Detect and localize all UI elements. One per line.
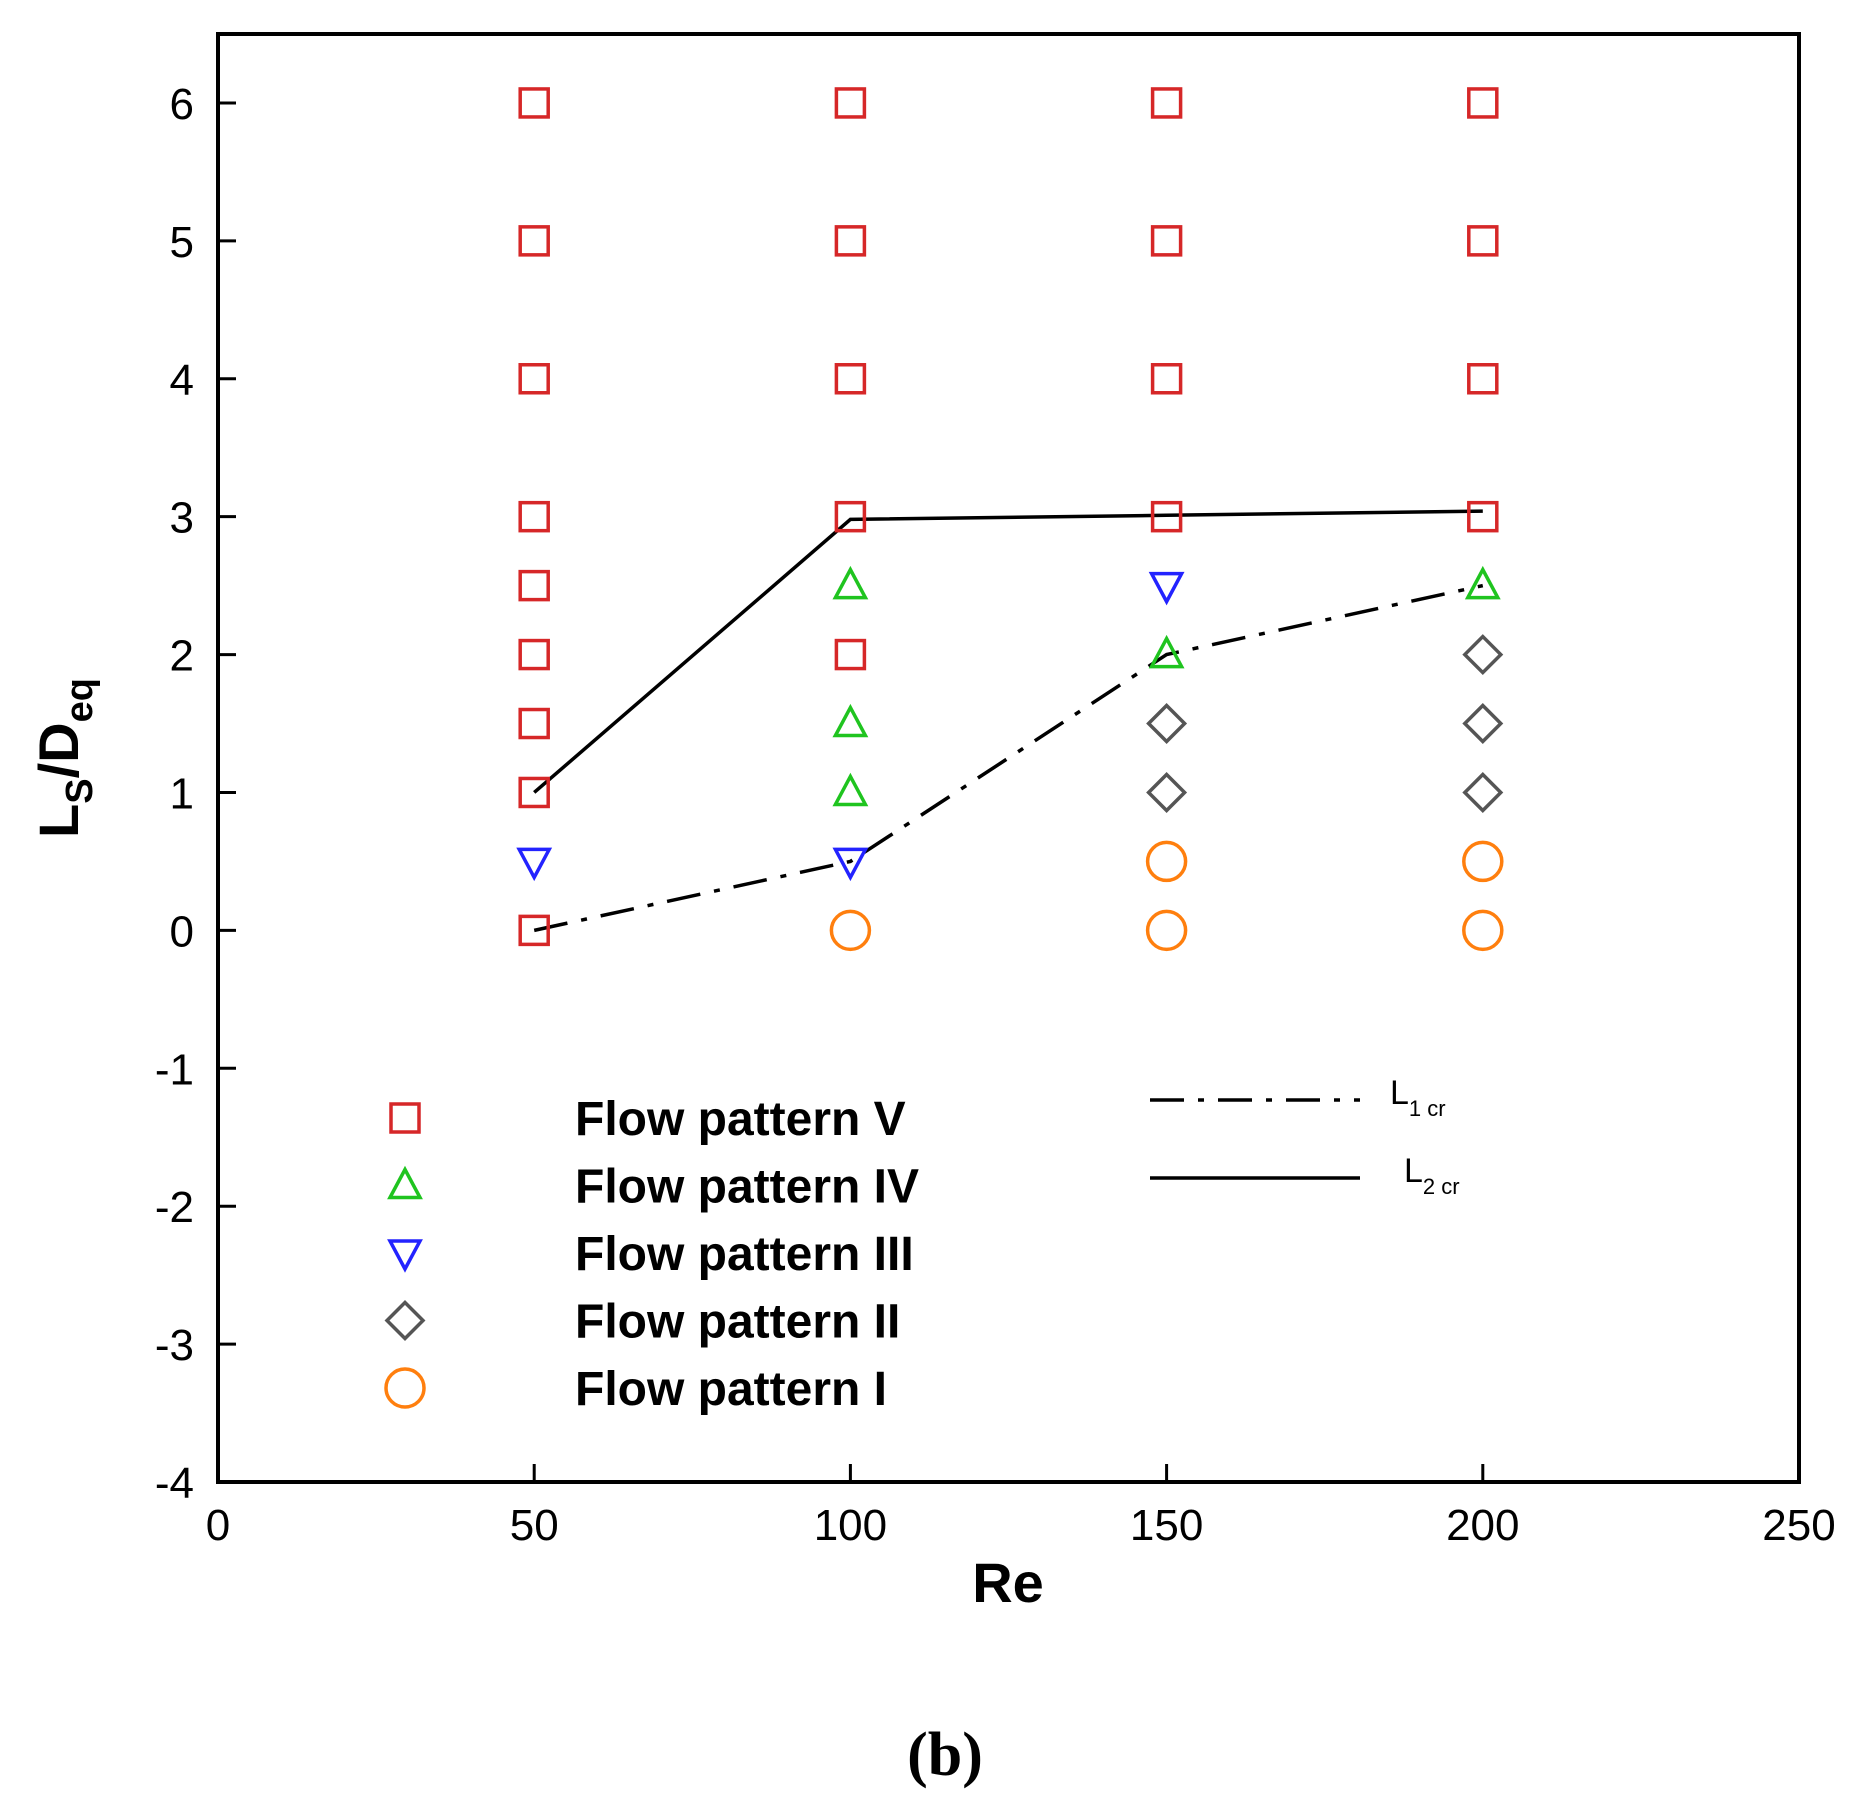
y-axis-title-sub2: eq [59,678,101,722]
data-point-flow-pattern-i [829,909,872,952]
y-axis-title-sub1: S [59,778,101,803]
data-point-flow-pattern-v [1467,225,1499,257]
legend-label-flow-pattern-iv: Flow pattern IV [575,1161,919,1214]
data-point-flow-pattern-v [518,638,550,671]
x-axis-title: Re [972,1551,1044,1614]
x-axis: 0 50 100 150 200 250 [206,1464,1836,1550]
series-line-l1-cr [533,583,1484,933]
legend-label-flow-pattern-v: Flow pattern V [575,1093,906,1146]
y-tick-label: 4 [170,356,194,405]
data-point-flow-pattern-i [1462,909,1504,952]
data-point-flow-pattern-ii [1462,772,1504,813]
x-tick-label: 0 [206,1501,230,1550]
data-point-flow-pattern-v [1150,500,1183,533]
data-point-flow-pattern-v [834,225,867,257]
legend-label-subscript: 2 cr [1423,1174,1460,1199]
data-markers [516,87,1504,952]
x-tick-label: 50 [510,1501,559,1550]
data-point-flow-pattern-v [518,500,550,533]
data-point-flow-pattern-iv [832,565,869,600]
y-axis: -4 -3 -2 -1 0 1 2 3 4 5 6 [155,80,236,1508]
threshold-lines [533,509,1484,933]
data-point-flow-pattern-v [518,87,550,119]
y-axis-title-mid: /D [27,722,90,778]
figure-caption: (b) [907,1721,983,1789]
y-tick-label: -4 [155,1459,194,1508]
data-point-flow-pattern-iv [832,703,869,738]
y-tick-label: -1 [155,1045,194,1094]
data-point-flow-pattern-v [1467,87,1499,119]
y-axis-title-base: L [27,804,90,838]
x-tick-label: 200 [1446,1501,1519,1550]
data-point-flow-pattern-v [834,363,867,395]
data-point-flow-pattern-iii [516,847,553,882]
x-tick-label: 150 [1130,1501,1203,1550]
y-tick-label: -3 [155,1321,194,1370]
data-point-flow-pattern-ii [1462,703,1504,744]
y-tick-label: 2 [170,632,194,681]
data-point-flow-pattern-v [834,87,867,119]
legend-marker-flow-pattern-ii [384,1300,426,1341]
y-tick-label: 5 [170,218,194,267]
data-point-flow-pattern-v [518,914,550,947]
data-point-flow-pattern-i [1462,840,1504,883]
y-tick-label: 1 [170,769,194,818]
legend-label-base: L [1404,1152,1423,1190]
legend-label-base: L [1390,1074,1409,1112]
data-point-flow-pattern-v [518,225,550,257]
data-point-flow-pattern-i [1145,840,1188,883]
data-point-flow-pattern-iii [1148,571,1185,606]
data-point-flow-pattern-v [518,569,550,602]
x-tick-label: 100 [814,1501,887,1550]
legend-label-l2-cr: L2 cr [1404,1152,1460,1199]
data-point-flow-pattern-ii [1146,772,1188,813]
legend-marker-flow-pattern-iii [387,1239,423,1273]
data-point-flow-pattern-iv [1148,634,1185,669]
data-point-flow-pattern-v [834,500,867,533]
data-point-flow-pattern-v [834,638,867,671]
series-line-l2-cr [533,509,1483,794]
plot-frame [216,32,1801,1484]
legend-marker-flow-pattern-iv [387,1165,423,1200]
data-point-flow-pattern-ii [1462,634,1504,676]
legend-marker-flow-pattern-i [384,1367,426,1409]
y-tick-label: 3 [170,494,194,543]
data-point-flow-pattern-ii [1146,703,1188,744]
x-tick-label: 250 [1762,1501,1835,1550]
y-tick-label: -2 [155,1183,194,1232]
data-point-flow-pattern-v [518,363,550,395]
data-point-flow-pattern-iii [832,847,869,882]
legend-label-l1-cr: L1 cr [1390,1074,1446,1121]
y-tick-label: 6 [170,80,194,129]
data-point-flow-pattern-v [1150,225,1183,257]
legend-label-flow-pattern-ii: Flow pattern II [575,1296,900,1349]
data-point-flow-pattern-v [1467,363,1499,395]
legend: Flow pattern V Flow pattern IV Flow patter… [384,1093,919,1416]
y-axis-title: LS/Deq [27,678,101,838]
data-point-flow-pattern-iv [832,772,869,807]
legend-label-subscript: 1 cr [1409,1096,1446,1121]
legend-label-flow-pattern-iii: Flow pattern III [575,1228,914,1281]
data-point-flow-pattern-v [1150,363,1183,395]
data-point-flow-pattern-v [1150,87,1183,119]
y-tick-label: 0 [170,907,194,956]
data-point-flow-pattern-v [518,707,550,740]
data-point-flow-pattern-iv [1464,565,1501,600]
data-point-flow-pattern-v [1467,500,1499,533]
legend-label-flow-pattern-i: Flow pattern I [575,1363,887,1416]
data-point-flow-pattern-v [518,776,550,809]
legend-marker-flow-pattern-v [389,1102,421,1134]
data-point-flow-pattern-i [1145,909,1188,952]
